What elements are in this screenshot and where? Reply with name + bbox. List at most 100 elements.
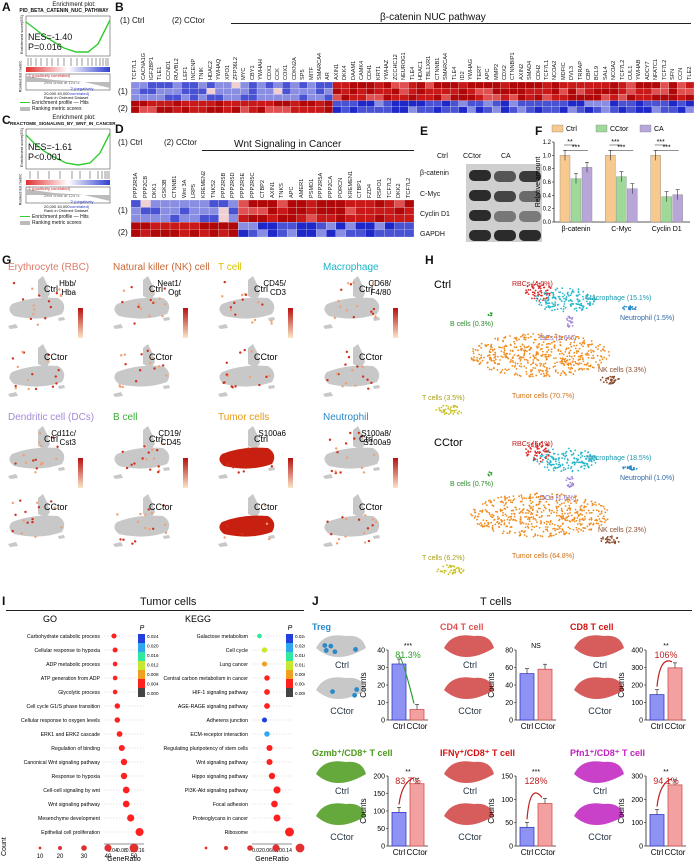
umap-silhouette [316,761,366,783]
cell-dot [242,470,245,473]
heat-cell [139,94,148,101]
western-blot: β-catenin C-Myc Cyclin D1 GAPDH [420,164,542,244]
heat-cell [399,100,409,107]
heat-cell [467,94,476,101]
gene-label: FZD4 [367,184,374,198]
heat-cell [559,94,569,101]
heat-cell [394,214,405,223]
heat-cell [267,222,278,230]
cell-dot [339,471,342,474]
gene-label: CTNNB1 [434,57,441,80]
feature-title: Dendritic cell (DCs) [8,412,95,423]
cell-dot [150,512,154,515]
cell-dot [330,469,334,473]
bar [391,663,407,721]
heat-cell [231,94,241,101]
gene-label: SMARCA4 [317,52,324,80]
gene-label: BCL9 [594,66,601,80]
heat-cell [265,100,274,107]
gsea-graph-a [25,15,111,91]
legend-ranking: Ranking metric scores [32,106,82,112]
cell-dot [55,292,59,295]
term-label: Proteoglycans in cancer [193,816,249,822]
p-legend-swatch [138,670,145,679]
gene-label: SFN [669,68,676,80]
heat-cell [228,214,239,223]
marker-label: Hba [61,288,76,297]
cell-dot [244,293,248,296]
term-label: ECM-receptor interaction [190,732,248,738]
cell-dot [55,457,58,461]
cell-dot [157,470,160,474]
y-tick-label: 0 [381,844,385,851]
gsea-ylabel: Enrichment score(ES) [19,127,25,168]
heat-cell [433,106,443,114]
gsea-plot-a: Enrichment plot: PID_BETA_CATENIN_NUC_PA… [14,2,112,100]
heat-cell [618,94,627,101]
heat-cell [223,88,232,95]
gene-label: Wnt 3A [181,179,188,198]
heat-cell [140,199,151,208]
subplot-title: IFNγ⁺/CD8⁺ T cell [440,748,515,758]
y-tick-label: 60 [505,665,513,672]
feature-umap: Ctrl CCtor CD45/CD3 [218,276,293,397]
cell-dot [336,451,339,454]
gene-label: ID2 [459,71,466,80]
cell-dot [34,387,38,391]
p-legend-tick: 0.004 [295,682,305,687]
dot [127,814,135,822]
heat-cell [685,81,694,89]
heat-cell [394,222,405,230]
heat-cell [238,199,249,208]
dot [135,827,144,837]
heat-cell [335,199,346,208]
heat-cell [238,207,249,215]
cell-dot [59,294,63,298]
cctor-label: CCtor [330,832,354,842]
cell-dot [221,295,224,298]
heat-cell [273,100,283,107]
x-tick-label: Cyclin D1 [652,226,682,233]
heat-cell [208,207,219,215]
heat-cell [609,106,619,114]
cell-dot [133,462,136,465]
heat-cell [349,88,358,95]
term-label: Response to hypoxia [52,774,101,780]
cell-dot [125,466,129,470]
heat-cell [416,88,426,95]
heat-cell [458,94,468,101]
feature-umap: Ctrl CCtor Hbb/Hba [8,276,83,397]
cell-dot [333,316,337,320]
heat-cell [248,229,258,238]
heat-cell [567,106,577,114]
term-label: HIF-1 signaling pathway [192,690,248,696]
feature-umap: Ctrl CCtor CD68/F4/80 [323,276,398,397]
sig-label: ** [567,139,573,146]
y-axis-label: Relative amount [535,157,542,208]
y-tick-label: 100 [631,700,643,707]
heat-cell [651,106,661,114]
heat-cell [169,214,180,223]
dot [111,633,117,639]
subplot-title: CD4 T cell [440,622,484,632]
heat-cell [534,88,543,95]
y-tick-label: 0.2 [543,207,552,213]
heat-cell [551,88,560,95]
marker-label: CD19/ [158,429,181,438]
p-legend-title: P [288,625,293,632]
heat-cell [425,88,434,95]
gene-label: TCF7L2 [386,177,393,198]
cell-dot [153,367,156,370]
cell-dot [34,458,37,461]
heat-cell [425,94,434,101]
heat-cell [685,106,694,114]
gsea-subtitle: REACTOME_SIGNALING_BY_WNT_IN_CANCER [10,121,116,126]
sig-label: *** [532,769,540,776]
gsea-title: Enrichment plot: [52,115,96,121]
heat-cell [467,81,476,89]
heat-cell [164,81,174,89]
heat-cell [357,81,367,89]
cctor-label: CCtor [458,706,482,716]
heat-cell [228,229,239,238]
cell-dot [335,542,339,545]
